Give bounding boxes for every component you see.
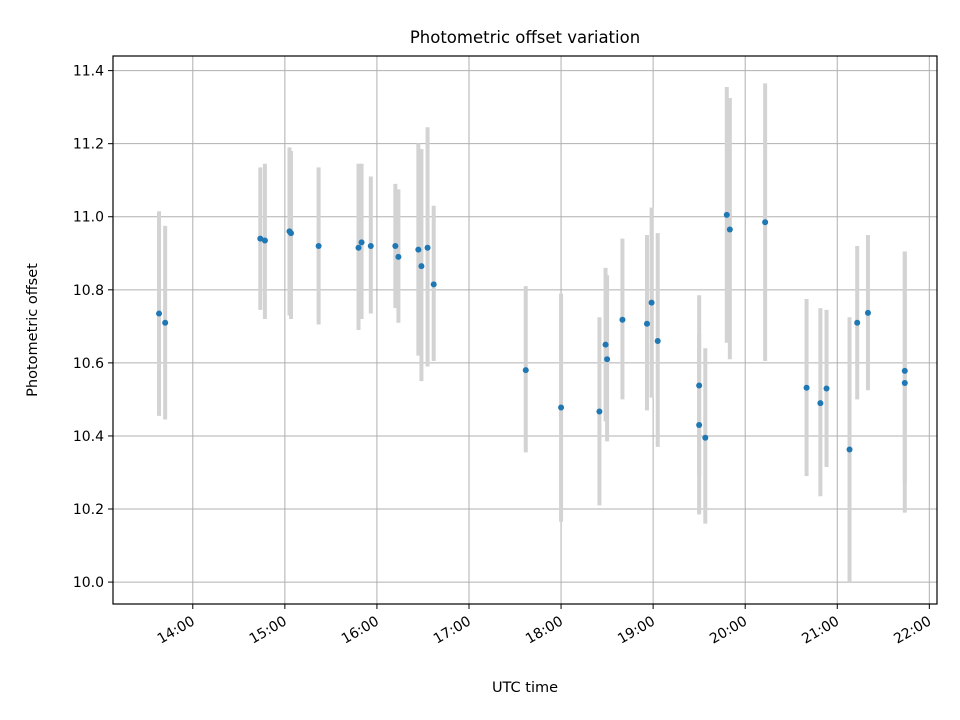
data-point bbox=[424, 244, 431, 251]
data-point bbox=[596, 408, 603, 415]
data-point bbox=[648, 299, 655, 306]
y-tick-label: 10.8 bbox=[73, 283, 104, 299]
y-tick-label: 10.4 bbox=[73, 429, 104, 445]
data-point bbox=[901, 367, 908, 374]
data-point bbox=[430, 281, 437, 288]
y-tick-label: 10.0 bbox=[73, 575, 104, 591]
data-point bbox=[261, 237, 268, 244]
data-point bbox=[702, 434, 709, 441]
data-point bbox=[315, 242, 322, 249]
data-point bbox=[395, 253, 402, 260]
data-point bbox=[643, 320, 650, 327]
y-tick-label: 11.0 bbox=[73, 210, 104, 226]
data-point bbox=[287, 230, 294, 237]
data-point bbox=[558, 404, 565, 411]
data-point bbox=[604, 356, 611, 363]
plot-frame bbox=[112, 55, 938, 605]
data-point bbox=[654, 337, 661, 344]
data-point bbox=[901, 379, 908, 386]
data-point bbox=[355, 244, 362, 251]
y-tick-label: 11.4 bbox=[73, 64, 104, 80]
data-point bbox=[723, 211, 730, 218]
data-point bbox=[823, 385, 830, 392]
x-axis-label: UTC time bbox=[492, 680, 558, 696]
data-point bbox=[418, 263, 425, 270]
y-axis-ticks: 10.0 10.2 10.4 10.6 10.8 11.0 11.2 11.4 bbox=[73, 64, 113, 591]
data-point bbox=[854, 319, 861, 326]
data-point bbox=[726, 226, 733, 233]
y-tick-label: 11.2 bbox=[73, 137, 104, 153]
data-point bbox=[817, 400, 824, 407]
chart-title: Photometric offset variation bbox=[410, 28, 640, 47]
data-point bbox=[415, 246, 422, 253]
data-point bbox=[367, 242, 374, 249]
data-point bbox=[162, 319, 169, 326]
y-tick-label: 10.6 bbox=[73, 356, 104, 372]
data-point bbox=[156, 310, 163, 317]
y-tick-label: 10.2 bbox=[73, 502, 104, 518]
data-point bbox=[392, 242, 399, 249]
data-points bbox=[156, 211, 908, 453]
data-point bbox=[696, 382, 703, 389]
data-point bbox=[864, 309, 871, 316]
data-point bbox=[358, 239, 365, 246]
data-point bbox=[696, 421, 703, 428]
data-point bbox=[803, 384, 810, 391]
data-point bbox=[602, 341, 609, 348]
data-point bbox=[257, 235, 264, 242]
y-axis-label: Photometric offset bbox=[25, 263, 41, 397]
data-point bbox=[846, 446, 853, 453]
data-point bbox=[619, 316, 626, 323]
data-point bbox=[762, 219, 769, 226]
data-point bbox=[522, 367, 529, 374]
